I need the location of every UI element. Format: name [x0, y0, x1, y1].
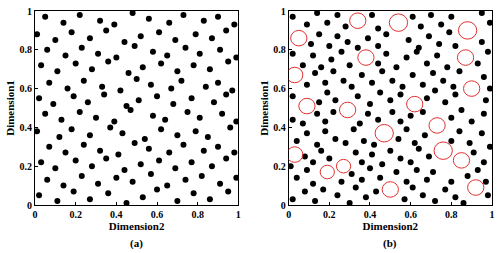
- svg-text:0.4: 0.4: [20, 122, 33, 133]
- svg-text:1: 1: [27, 6, 32, 17]
- svg-text:0.4: 0.4: [364, 209, 377, 220]
- svg-text:(a): (a): [130, 237, 143, 250]
- svg-text:Dimension2: Dimension2: [363, 220, 419, 232]
- svg-text:Dimension1: Dimension1: [4, 80, 16, 136]
- svg-text:0.8: 0.8: [20, 44, 33, 55]
- svg-text:0.6: 0.6: [151, 209, 164, 220]
- svg-text:0.4: 0.4: [110, 209, 123, 220]
- svg-text:(b): (b): [383, 237, 397, 250]
- svg-text:Dimension2: Dimension2: [109, 220, 165, 232]
- svg-text:0.8: 0.8: [445, 209, 458, 220]
- svg-text:0: 0: [27, 200, 32, 211]
- svg-text:0.6: 0.6: [404, 209, 417, 220]
- svg-text:0.6: 0.6: [20, 83, 33, 94]
- svg-text:0.2: 0.2: [323, 209, 336, 220]
- svg-text:1: 1: [281, 6, 286, 17]
- svg-text:0: 0: [33, 209, 38, 220]
- svg-text:0.2: 0.2: [273, 161, 286, 172]
- svg-text:0.6: 0.6: [273, 83, 286, 94]
- svg-text:0: 0: [286, 209, 291, 220]
- svg-text:0.8: 0.8: [273, 44, 286, 55]
- svg-text:0.2: 0.2: [20, 161, 33, 172]
- svg-text:0.8: 0.8: [191, 209, 204, 220]
- svg-text:0.4: 0.4: [273, 122, 286, 133]
- svg-text:0: 0: [281, 200, 286, 211]
- svg-text:1: 1: [236, 209, 241, 220]
- svg-text:0.2: 0.2: [69, 209, 82, 220]
- svg-text:Dimension1: Dimension1: [258, 80, 270, 136]
- svg-text:1: 1: [489, 209, 494, 220]
